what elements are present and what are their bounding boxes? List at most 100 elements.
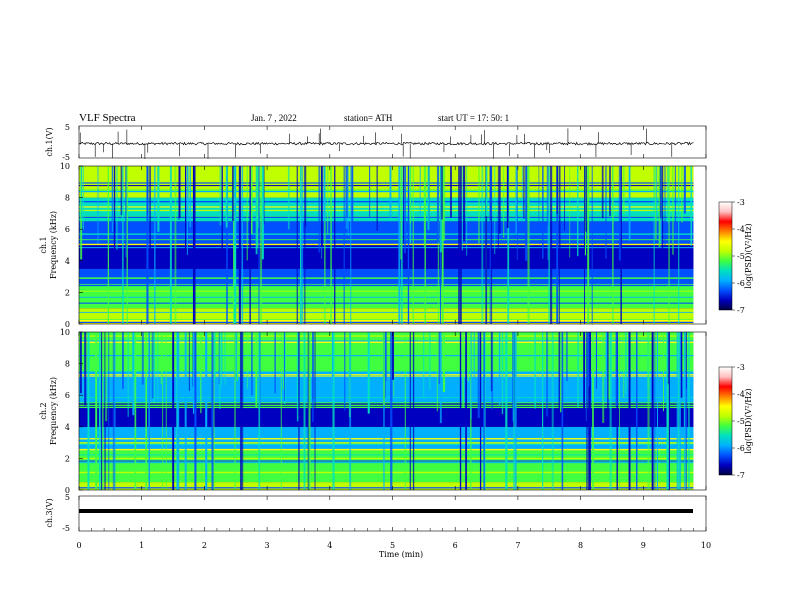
spectrogram-sferic-streak [81,166,83,219]
spectrogram-sferic-streak [367,332,370,414]
spectrogram-sferic-streak [165,332,167,490]
colorbar-tick-label: -6 [737,279,745,288]
spectrogram-sferic-streak [542,166,544,259]
spectrogram-sferic-streak [105,332,108,422]
spectrogram-sferic-streak [82,166,84,230]
spectrogram-sferic-streak [558,332,561,420]
spectrogram-sferic-streak [550,166,553,324]
spectrogram-sferic-streak [80,332,82,394]
spectrogram-sferic-streak [587,332,590,490]
spectrogram-sferic-streak [676,332,679,490]
spectrogram-sferic-streak [111,166,114,222]
spectrogram-sferic-streak [679,332,681,490]
spectrogram-sferic-streak [658,166,661,248]
spectrogram-sferic-streak [296,166,298,324]
spectrogram-sferic-streak [499,166,501,234]
spectrogram-sferic-streak [667,166,670,223]
spectrogram-sferic-streak [246,166,248,261]
spectrogram-narrowband-line [79,277,694,279]
spectrogram-ytick-label: 2 [65,454,70,463]
spectrogram-sferic-streak [424,166,426,216]
spectrogram-sferic-streak [541,332,544,490]
spectrogram-sferic-streak [481,166,484,324]
spectrogram-band [79,166,694,198]
spectrogram-sferic-streak [556,166,558,215]
spectrogram-sferic-streak [584,166,585,324]
spectrogram-sferic-streak [618,166,621,261]
spectrogram-band [79,319,694,324]
spectrogram-sferic-streak [467,332,470,382]
ch3-waveform-frame [78,495,707,532]
spectrogram-sferic-streak [656,332,659,490]
spectrogram-sferic-streak [192,166,195,324]
spectrogram-sferic-streak [439,332,442,424]
spectrogram-sferic-streak [95,332,98,490]
spectrogram-sferic-streak [668,166,670,324]
spectrogram-sferic-streak [151,332,154,399]
spectrogram-sferic-streak [672,166,674,255]
spectrogram-sferic-streak [583,332,586,424]
spectrogram-sferic-streak [84,332,87,406]
spectrogram-sferic-streak [226,166,228,324]
spectrogram-sferic-streak [145,332,147,490]
spectrogram-sferic-streak [569,166,571,258]
spectrogram-sferic-streak [690,166,692,246]
spectrogram-sferic-streak [655,166,657,239]
spectrogram-sferic-streak [234,332,237,391]
ch1-waveform-ylabel: ch.1(V) [45,127,54,156]
spectrogram-sferic-streak [177,332,180,490]
spectrogram-sferic-streak [221,332,223,403]
spectrogram-sferic-streak [651,332,654,490]
spectrogram-sferic-streak [192,332,195,414]
spectrogram-sferic-streak [149,166,151,256]
spectrogram-sferic-streak [608,332,611,400]
spectrogram-sferic-streak [653,166,655,324]
spectrogram-sferic-streak [560,332,562,413]
spectrogram-sferic-streak [513,332,515,490]
spectrogram-sferic-streak [259,166,263,324]
spectrogram-sferic-streak [303,332,306,490]
spectrogram-narrowband-line [79,200,694,203]
spectrogram-sferic-streak [112,332,115,490]
spectrogram-narrowband-line [79,406,694,409]
spectrogram-sferic-streak [404,166,406,254]
spectrogram-sferic-streak [107,166,109,324]
ch1-colorbar-gradient [718,201,733,311]
spectrogram-sferic-streak [400,166,402,260]
spectrogram-sferic-streak [104,332,106,490]
spectrogram-sferic-streak [407,166,410,324]
spectrogram-ytick-label: 0 [65,320,70,329]
spectrogram-sferic-streak [440,166,443,220]
spectrogram-sferic-streak [505,332,508,490]
spectrogram-narrowband-line [79,457,694,460]
ch1-waveform-trace [78,128,694,159]
spectrogram-sferic-streak [390,332,393,490]
spectrogram-sferic-streak [585,166,588,232]
colorbar-tick-label: -3 [737,198,745,207]
spectrogram-sferic-streak [133,332,135,410]
spectrogram-sferic-streak [392,332,394,380]
spectrogram-sferic-streak [403,166,404,245]
time-xtick-label: 4 [327,541,332,550]
spectrogram-narrowband-line [79,412,694,414]
time-xtick-label: 10 [701,541,711,550]
spectrogram-sferic-streak [194,332,197,490]
spectrogram-sferic-streak [162,332,164,490]
spectrogram-sferic-streak [438,332,441,385]
spectrogram-sferic-streak [398,166,401,324]
spectrogram-sferic-streak [263,166,265,224]
spectrogram-sferic-streak [219,332,221,410]
spectrogram-sferic-streak [304,166,306,324]
spectrogram-narrowband-line [79,318,694,320]
spectrogram-sferic-streak [490,332,493,392]
spectrogram-sferic-streak [477,332,480,418]
spectrogram-sferic-streak [321,166,323,248]
spectrogram-sferic-streak [490,166,493,216]
spectrogram-sferic-streak [296,332,299,422]
spectrogram-blank-region [693,332,706,490]
spectrogram-sferic-streak [349,332,352,490]
time-xtick-label: 9 [641,541,646,550]
spectrogram-sferic-streak [521,166,523,222]
spectrogram-sferic-streak [566,332,568,382]
